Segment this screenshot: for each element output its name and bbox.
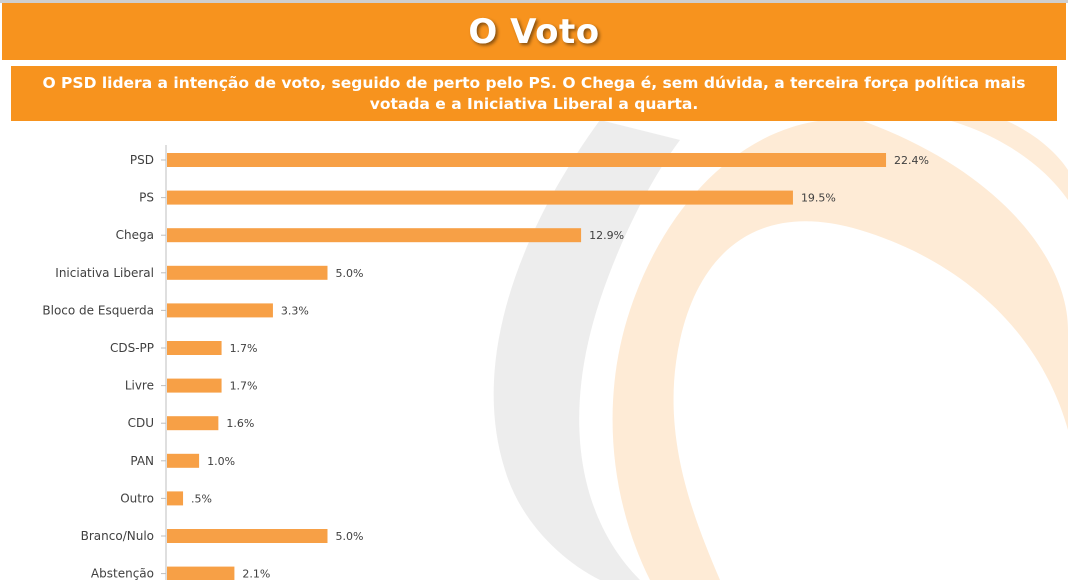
bar — [167, 153, 887, 167]
category-label: Outro — [120, 491, 154, 505]
data-label: .5% — [191, 492, 212, 505]
watermark-logo — [493, 118, 1068, 580]
category-label: PSD — [130, 153, 154, 167]
watermark-orange-swoosh — [612, 119, 1068, 580]
category-label: Branco/Nulo — [81, 529, 154, 543]
category-label: CDU — [128, 416, 154, 430]
bar — [167, 303, 273, 318]
data-label: 1.0% — [207, 455, 235, 468]
bar — [167, 341, 222, 355]
data-label: 5.0% — [336, 267, 364, 280]
bar — [167, 566, 235, 580]
page-title: O Voto — [468, 11, 600, 52]
data-label: 22.4% — [894, 154, 929, 167]
data-label: 12.9% — [589, 229, 624, 242]
category-label: Bloco de Esquerda — [42, 303, 154, 317]
category-label: PAN — [130, 454, 154, 468]
bar — [167, 453, 200, 468]
watermark-orange-tail — [940, 118, 1068, 200]
category-label: Livre — [125, 379, 154, 393]
bar — [167, 491, 184, 506]
bar — [167, 416, 219, 431]
chart-subtitle: O PSD lidera a intenção de voto, seguido… — [42, 73, 1026, 113]
category-label: CDS-PP — [110, 341, 154, 355]
data-label: 5.0% — [336, 530, 364, 543]
bar — [167, 378, 222, 393]
category-label: Abstenção — [91, 567, 154, 580]
data-label: 1.7% — [230, 342, 258, 355]
category-label: Chega — [116, 228, 154, 242]
title-banner: O Voto — [2, 3, 1066, 60]
bar — [167, 265, 328, 280]
data-label: 19.5% — [801, 192, 836, 205]
data-label: 2.1% — [242, 568, 270, 580]
data-label: 1.6% — [226, 417, 254, 430]
subtitle-banner: O PSD lidera a intenção de voto, seguido… — [11, 66, 1057, 121]
data-label: 1.7% — [230, 380, 258, 393]
bar — [167, 529, 328, 543]
bar — [167, 228, 582, 243]
category-label: PS — [139, 191, 154, 205]
data-label: 3.3% — [281, 304, 309, 317]
category-label: Iniciativa Liberal — [55, 266, 154, 280]
bar — [167, 190, 793, 205]
window-top-border — [0, 0, 1068, 3]
